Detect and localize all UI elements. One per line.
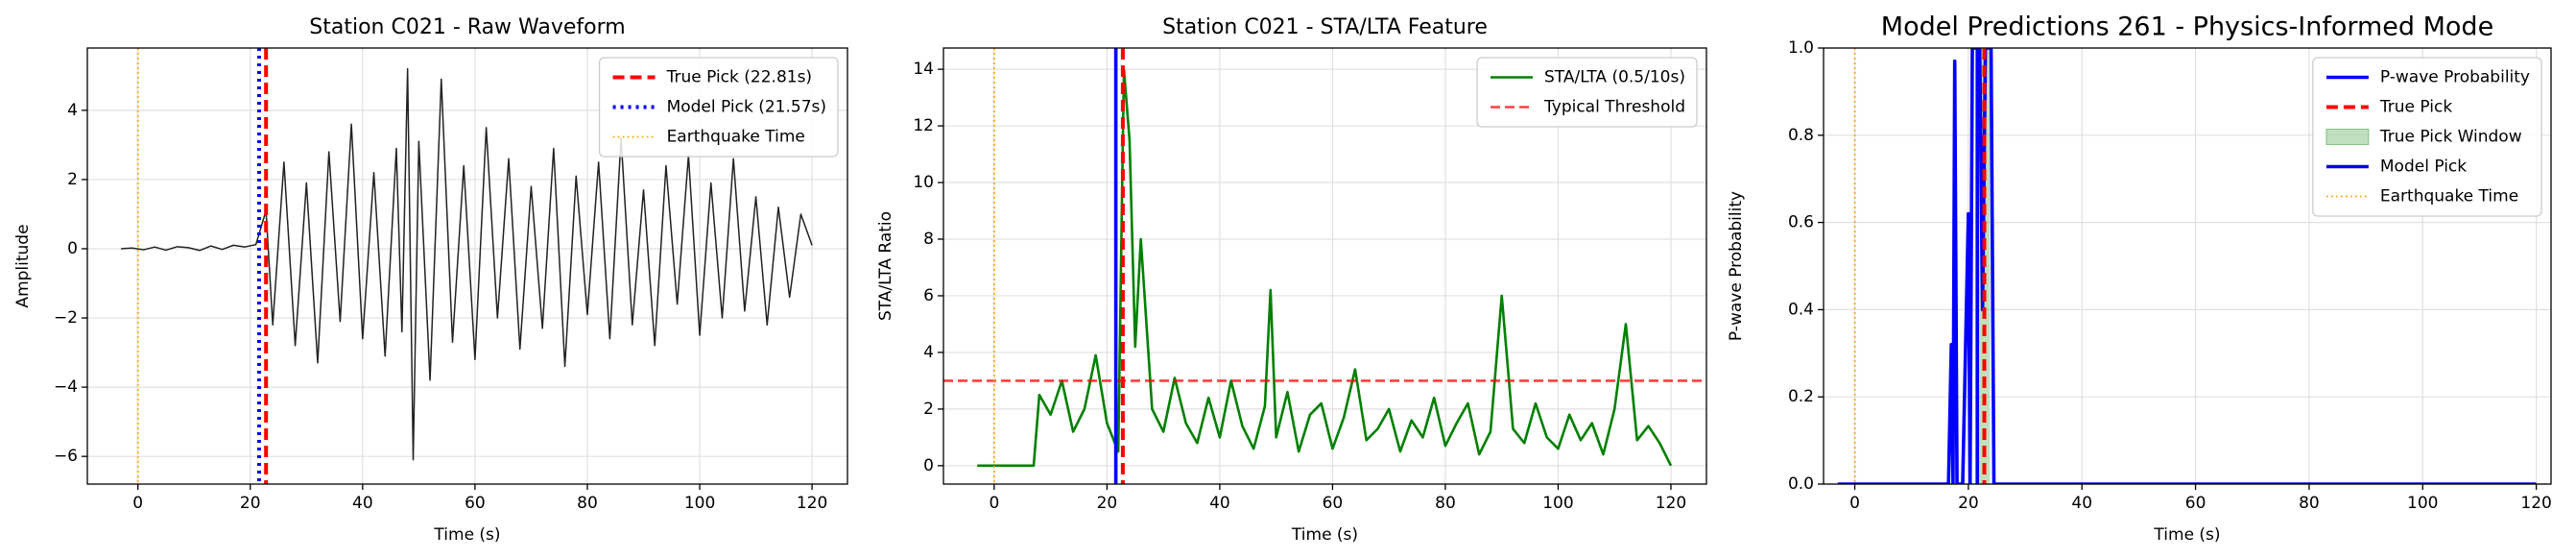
x-tick-label: 40: [2071, 494, 2092, 513]
y-tick-label: 0.4: [1788, 300, 1814, 319]
x-tick-label: 20: [1097, 494, 1118, 513]
x-tick-label: 100: [2407, 494, 2438, 513]
plot-area: [943, 48, 1706, 484]
x-tick-label: 100: [684, 494, 715, 513]
x-tick-label: 120: [1656, 494, 1686, 513]
x-tick-label: 60: [1323, 494, 1344, 513]
legend-label: Typical Threshold: [1543, 98, 1685, 117]
y-tick-label: 0: [67, 239, 78, 258]
x-axis-label: Time (s): [433, 525, 500, 545]
plot-area: [121, 48, 813, 484]
y-tick-label: 0.0: [1788, 474, 1814, 494]
chart-title: Model Predictions 261 - Physics-Informed…: [1881, 12, 2493, 42]
chart-title: Station C021 - Raw Waveform: [309, 15, 625, 39]
chart-title: Station C021 - STA/LTA Feature: [1162, 15, 1488, 39]
series-line: [1837, 48, 2537, 484]
legend-box: [1476, 57, 1698, 128]
legend-label: True Pick (22.81s): [666, 68, 813, 87]
panel: 0 20 40 60 80 100 120 0.0 0.2 0.4 0.6 0.8 1.0 Model P…: [1727, 12, 2552, 546]
y-tick-label: 4: [67, 101, 78, 120]
x-tick-label: 120: [2520, 494, 2551, 513]
y-axis-label: Amplitude: [13, 224, 33, 307]
panel: 0 20 40 60 80 100 120 0 2 4 6 8 10 12 14 Station C021 -…: [876, 15, 1707, 545]
y-tick-label: 4: [923, 343, 934, 362]
panel: 0 20 40 60 80 100 120 −6 −4 −2 0 2 4 Station C021 - R…: [13, 15, 848, 545]
x-tick-label: 80: [577, 494, 598, 513]
legend: STA/LTA (0.5/10s) Typical Threshold: [1476, 57, 1698, 128]
y-tick-label: 0: [923, 456, 934, 475]
legend: True Pick (22.81s) Model Pick (21.57s) Ear…: [598, 57, 839, 158]
y-tick-label: 10: [913, 173, 934, 192]
y-tick-label: 8: [923, 230, 934, 249]
x-tick-label: 0: [1849, 494, 1860, 513]
legend-label: Model Pick (21.57s): [667, 98, 826, 117]
x-tick-label: 20: [240, 494, 261, 513]
y-tick-label: −4: [54, 377, 78, 397]
legend: P-wave Probability True Pick True Pick Win…: [2312, 57, 2542, 217]
legend-label: P-wave Probability: [2380, 68, 2530, 87]
x-tick-label: 80: [1435, 494, 1456, 513]
y-tick-label: 14: [913, 60, 934, 79]
legend-box: [598, 57, 839, 158]
x-axis-label: Time (s): [1291, 525, 1358, 545]
series-line: [977, 67, 1673, 468]
y-tick-label: 2: [923, 400, 934, 419]
legend-box: [2312, 57, 2542, 217]
y-tick-label: 0.6: [1788, 213, 1814, 232]
legend-label: STA/LTA (0.5/10s): [1544, 68, 1685, 87]
legend-label: Earthquake Time: [2380, 187, 2518, 207]
legend-swatch: [2326, 129, 2370, 145]
y-tick-label: 0.8: [1788, 126, 1814, 145]
y-tick-label: −2: [54, 308, 78, 328]
legend-label: True Pick: [2379, 98, 2452, 117]
axes-frame: [942, 47, 1707, 485]
y-tick-label: 2: [67, 170, 78, 189]
x-tick-label: 20: [1958, 494, 1979, 513]
x-tick-label: 80: [2299, 494, 2320, 513]
legend-label: Earthquake Time: [667, 128, 805, 147]
axes-frame: [1823, 47, 2552, 485]
y-tick-label: −6: [54, 447, 78, 466]
x-tick-label: 40: [1209, 494, 1230, 513]
x-tick-label: 60: [465, 494, 486, 513]
x-tick-label: 0: [132, 494, 143, 513]
x-tick-label: 100: [1542, 494, 1573, 513]
y-tick-label: 6: [923, 286, 934, 305]
y-tick-label: 0.2: [1788, 387, 1814, 406]
series-line: [121, 67, 813, 461]
y-axis-label: P-wave Probability: [1727, 191, 1746, 341]
x-tick-label: 40: [352, 494, 373, 513]
plot-area: [1837, 48, 2537, 484]
x-axis-label: Time (s): [2153, 525, 2220, 545]
x-tick-label: 60: [2185, 494, 2206, 513]
y-axis-label: STA/LTA Ratio: [876, 211, 895, 321]
legend-label: Model Pick: [2380, 158, 2467, 177]
legend-label: True Pick Window: [2379, 128, 2522, 147]
y-tick-label: 12: [913, 116, 934, 135]
x-tick-label: 120: [797, 494, 827, 513]
x-tick-label: 0: [989, 494, 999, 513]
y-tick-label: 1.0: [1788, 38, 1814, 58]
axes-frame: [86, 47, 848, 485]
